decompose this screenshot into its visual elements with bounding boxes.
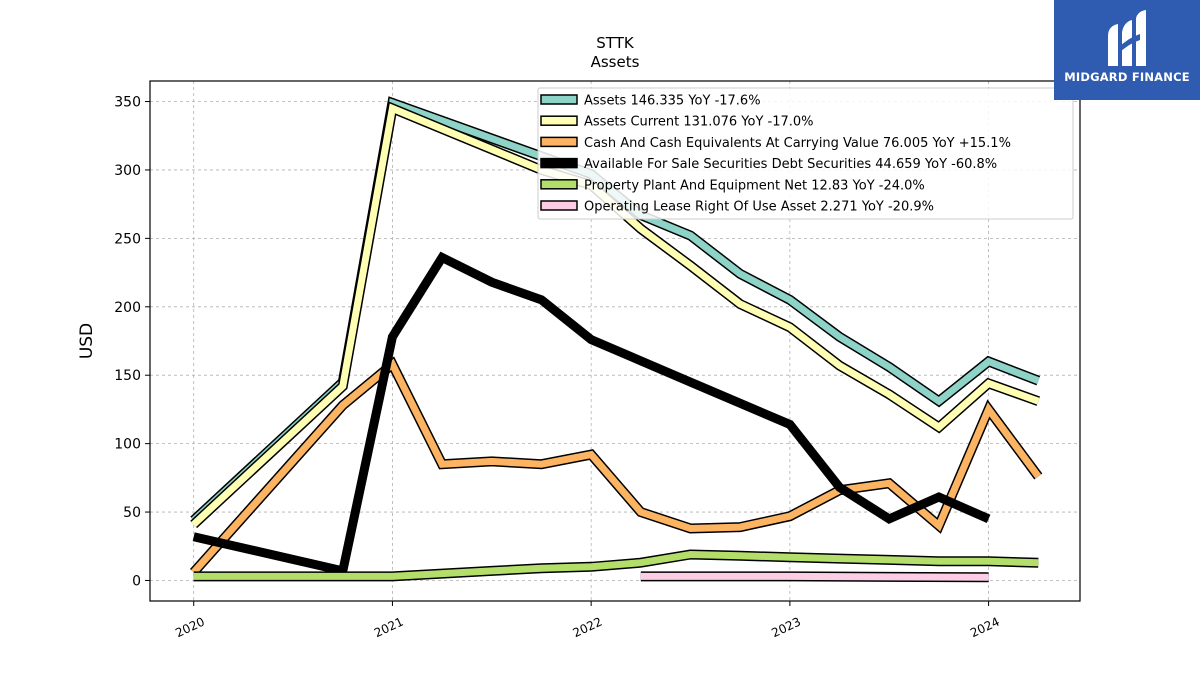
series-line	[191, 98, 1040, 523]
legend-entry: Assets Current 131.076 YoY -17.0%	[584, 115, 814, 130]
y-tick-label: 100	[114, 437, 141, 453]
legend-swatch	[540, 179, 578, 190]
series-lines	[189, 96, 1043, 583]
x-tick-label: 2024	[968, 615, 1002, 641]
legend-entry: Property Plant And Equipment Net 12.83 Y…	[584, 178, 925, 193]
x-tick-label: 2023	[769, 615, 803, 641]
chart-subtitle: Assets	[591, 53, 640, 71]
y-axis-label: USD	[77, 323, 97, 359]
plot-frame	[149, 80, 1081, 602]
series-line	[191, 103, 1040, 527]
legend-entry: Available For Sale Securities Debt Secur…	[584, 157, 997, 172]
y-tick-label: 350	[114, 95, 141, 111]
series-line	[640, 572, 989, 581]
y-tick-label: 200	[114, 300, 141, 316]
series-outline	[189, 356, 1043, 576]
y-tick-label: 250	[114, 231, 141, 247]
legend-swatch	[540, 136, 578, 148]
legend-swatch	[540, 200, 578, 211]
brand-name: MIDGARD FINANCE	[1064, 70, 1190, 84]
y-tick-label: 300	[114, 163, 141, 179]
chart-title: STTK	[596, 34, 635, 52]
midgard-logo-icon	[1108, 10, 1146, 66]
legend-entry: Cash And Cash Equivalents At Carrying Va…	[584, 136, 1011, 151]
y-tick-label: 50	[123, 505, 141, 521]
legend-box	[537, 87, 1074, 220]
legend-entry: Operating Lease Right Of Use Asset 2.271…	[584, 200, 934, 215]
legend: Assets 146.335 YoY -17.6% Assets Current …	[537, 87, 1074, 220]
y-tick-label: 0	[132, 573, 141, 589]
legend-swatch	[540, 157, 578, 169]
legend-swatch	[540, 115, 578, 126]
x-tick-label: 2022	[571, 615, 605, 641]
brand-logo: MIDGARD FINANCE	[1054, 0, 1200, 100]
x-tick-label: 2021	[372, 615, 406, 641]
legend-entry: Assets 146.335 YoY -17.6%	[584, 94, 761, 109]
series-line	[191, 358, 1042, 575]
y-tick-label: 150	[114, 368, 141, 384]
legend-swatch	[540, 94, 578, 105]
x-tick-label: 2020	[173, 615, 207, 641]
series-line	[193, 550, 1039, 580]
series-line	[192, 251, 991, 577]
